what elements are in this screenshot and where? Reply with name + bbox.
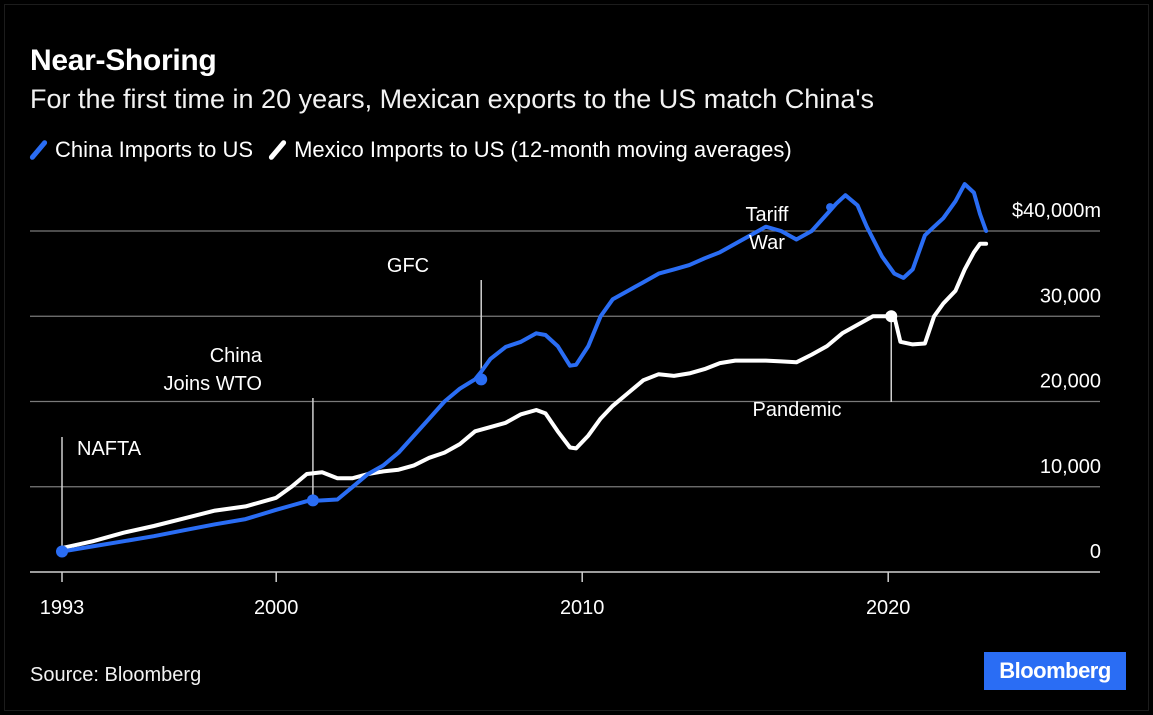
legend: China Imports to US Mexico Imports to US… [28, 137, 808, 163]
annotation-label-gfc: GFC [387, 255, 429, 277]
y-tick-label: $40,000m [1012, 200, 1101, 222]
series-lines [60, 182, 989, 554]
grid-lines [30, 230, 1100, 573]
annotation-label-wto: China Joins WTO [163, 345, 262, 395]
legend-item-china[interactable]: China Imports to US [28, 137, 254, 163]
y-tick-label: 20,000 [1040, 371, 1101, 393]
annotation-marker-wto [306, 494, 319, 507]
y-tick-label: 30,000 [1040, 285, 1101, 307]
annotation-marker-gfc [475, 373, 488, 386]
chart-subtitle: For the first time in 20 years, Mexican … [30, 84, 874, 114]
x-tick-label: 2000 [254, 597, 299, 619]
annotation-lines [61, 280, 893, 552]
china-imports-line [60, 182, 989, 554]
annotation-marker-nafta [56, 545, 68, 558]
annotation-marker-pandemic [885, 310, 898, 323]
annotations: NAFTA China Joins WTO GFC Tariff War Pandemic [56, 203, 898, 558]
chart-title: Near-Shoring [30, 44, 217, 77]
legend-item-mexico[interactable]: Mexico Imports to US (12-month moving av… [267, 137, 792, 163]
x-tick-label: 2020 [866, 597, 911, 619]
source-note: Source: Bloomberg [30, 664, 202, 686]
annotation-marker-tariff [826, 203, 835, 212]
y-axis-labels: 0 10,000 20,000 30,000 $40,000m [1012, 200, 1101, 563]
legend-label-china: China Imports to US [55, 137, 254, 162]
x-axis: 1993 2000 2010 2020 [40, 572, 911, 619]
annotation-label-pandemic: Pandemic [753, 399, 842, 421]
y-tick-label: 0 [1090, 541, 1101, 563]
x-tick-label: 1993 [40, 597, 85, 619]
bloomberg-logo: Bloomberg [984, 652, 1126, 690]
legend-label-mexico: Mexico Imports to US (12-month moving av… [294, 137, 792, 162]
annotation-label-tariff: Tariff War [746, 204, 789, 254]
y-tick-label: 10,000 [1040, 456, 1101, 478]
annotation-label-nafta: NAFTA [77, 438, 142, 460]
mexico-imports-line [60, 241, 989, 551]
x-tick-label: 2010 [560, 597, 605, 619]
